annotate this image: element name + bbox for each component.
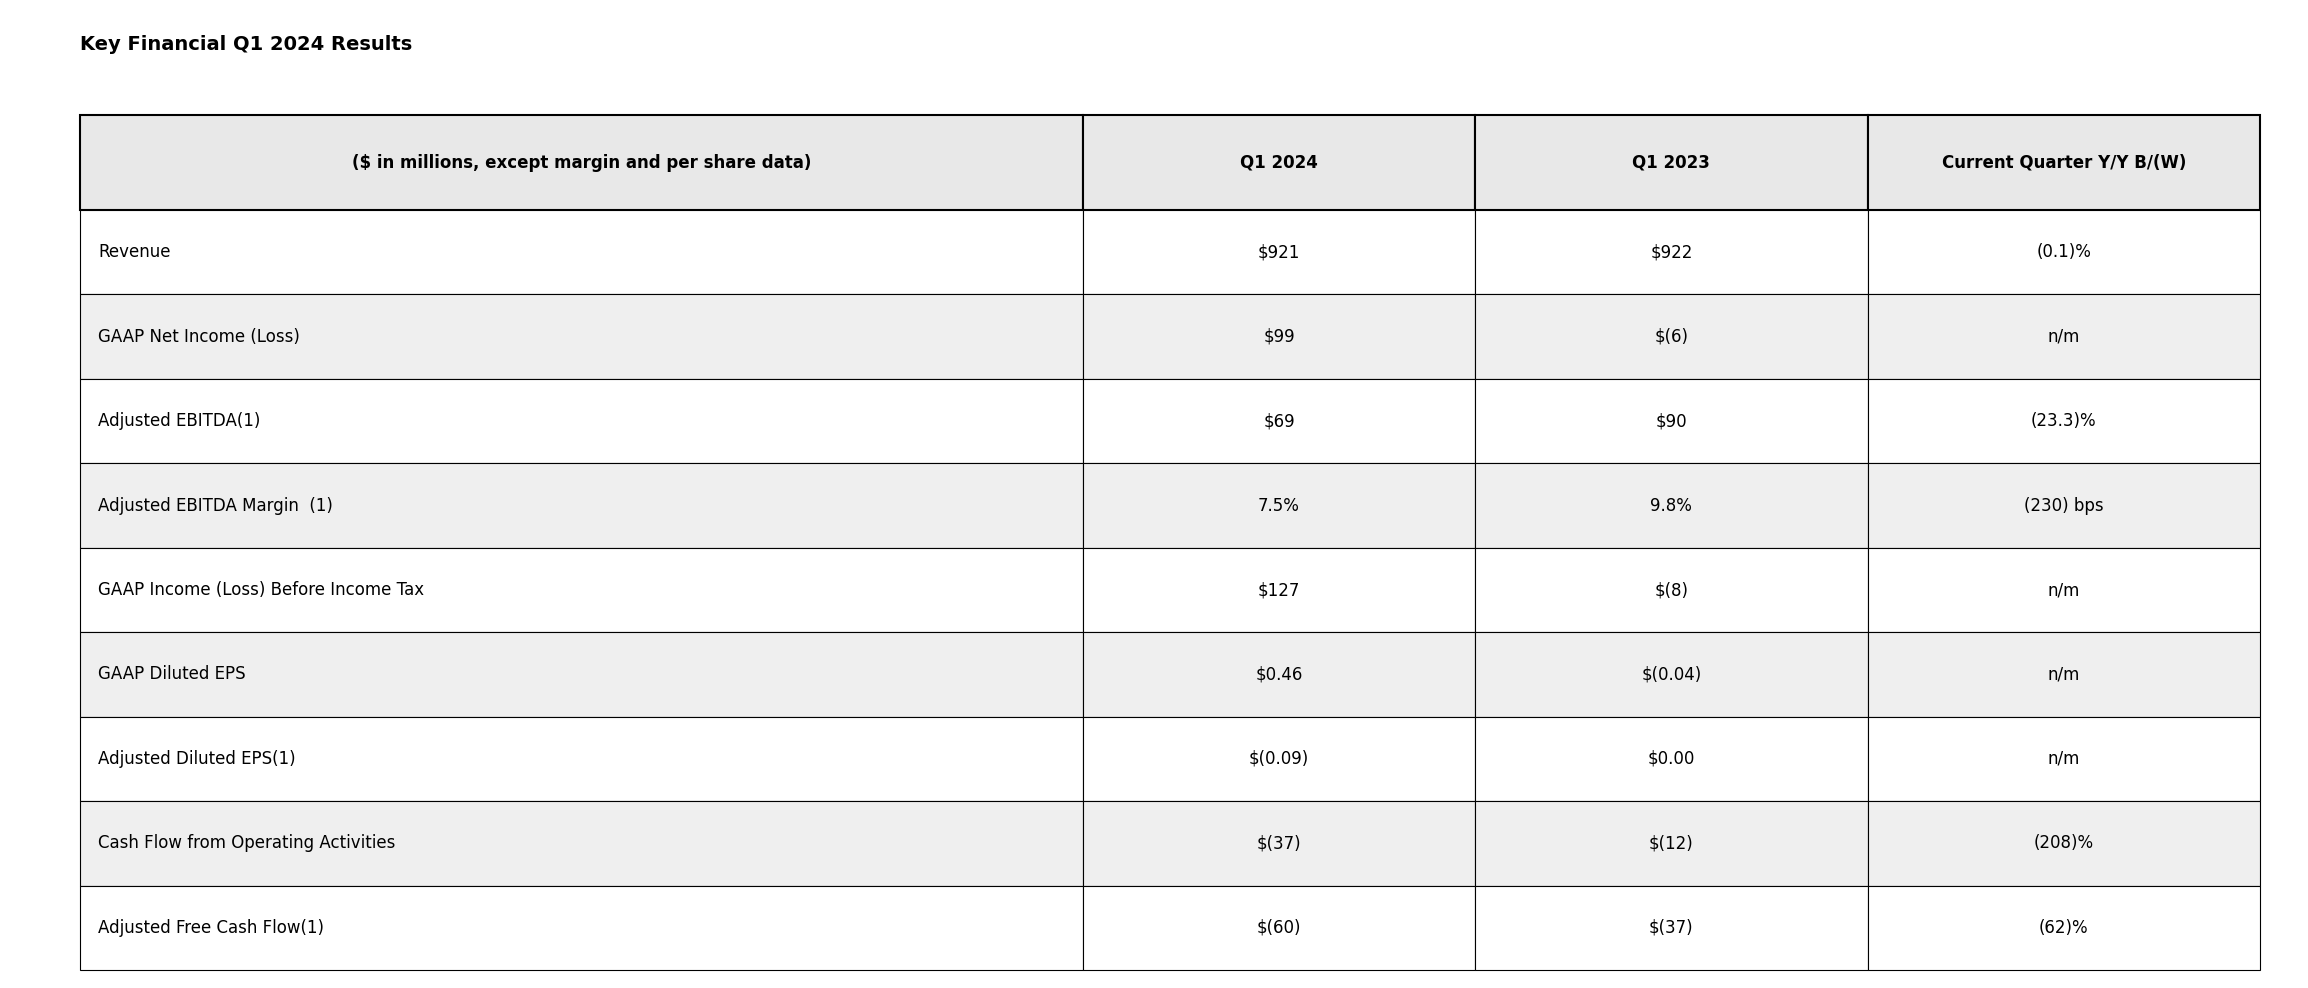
Text: $99: $99 — [1262, 328, 1295, 346]
Text: n/m: n/m — [2047, 581, 2080, 599]
Text: $922: $922 — [1650, 243, 1692, 261]
Text: (230) bps: (230) bps — [2024, 497, 2103, 515]
Text: $(60): $(60) — [1258, 919, 1302, 937]
Text: Revenue: Revenue — [97, 243, 171, 261]
Text: Adjusted EBITDA Margin  (1): Adjusted EBITDA Margin (1) — [97, 497, 332, 515]
Text: Current Quarter Y/Y B/(W): Current Quarter Y/Y B/(W) — [1941, 153, 2186, 172]
Text: (23.3)%: (23.3)% — [2031, 412, 2096, 430]
Text: Adjusted Free Cash Flow(1): Adjusted Free Cash Flow(1) — [97, 919, 323, 937]
Text: Key Financial Q1 2024 Results: Key Financial Q1 2024 Results — [81, 35, 413, 54]
Text: 7.5%: 7.5% — [1258, 497, 1299, 515]
Text: (208)%: (208)% — [2033, 834, 2093, 853]
Text: $(6): $(6) — [1655, 328, 1689, 346]
Text: $(12): $(12) — [1648, 834, 1694, 853]
Text: n/m: n/m — [2047, 750, 2080, 768]
Text: $90: $90 — [1655, 412, 1687, 430]
Text: $(0.04): $(0.04) — [1641, 666, 1701, 684]
Text: Adjusted Diluted EPS(1): Adjusted Diluted EPS(1) — [97, 750, 295, 768]
Text: 9.8%: 9.8% — [1650, 497, 1692, 515]
Text: $(0.09): $(0.09) — [1249, 750, 1309, 768]
Text: (0.1)%: (0.1)% — [2036, 243, 2091, 261]
Text: Cash Flow from Operating Activities: Cash Flow from Operating Activities — [97, 834, 395, 853]
Text: (62)%: (62)% — [2038, 919, 2089, 937]
Text: n/m: n/m — [2047, 328, 2080, 346]
Text: $(37): $(37) — [1256, 834, 1302, 853]
Text: $0.46: $0.46 — [1256, 666, 1302, 684]
Text: $921: $921 — [1258, 243, 1299, 261]
Text: $(37): $(37) — [1650, 919, 1694, 937]
Text: GAAP Income (Loss) Before Income Tax: GAAP Income (Loss) Before Income Tax — [97, 581, 425, 599]
Text: $0.00: $0.00 — [1648, 750, 1694, 768]
Text: ($ in millions, except margin and per share data): ($ in millions, except margin and per sh… — [351, 153, 810, 172]
Text: GAAP Net Income (Loss): GAAP Net Income (Loss) — [97, 328, 300, 346]
Text: $69: $69 — [1262, 412, 1295, 430]
Text: $(8): $(8) — [1655, 581, 1689, 599]
Text: Q1 2023: Q1 2023 — [1632, 153, 1710, 172]
Text: GAAP Diluted EPS: GAAP Diluted EPS — [97, 666, 245, 684]
Text: Adjusted EBITDA(1): Adjusted EBITDA(1) — [97, 412, 261, 430]
Text: Q1 2024: Q1 2024 — [1239, 153, 1318, 172]
Text: $127: $127 — [1258, 581, 1299, 599]
Text: n/m: n/m — [2047, 666, 2080, 684]
